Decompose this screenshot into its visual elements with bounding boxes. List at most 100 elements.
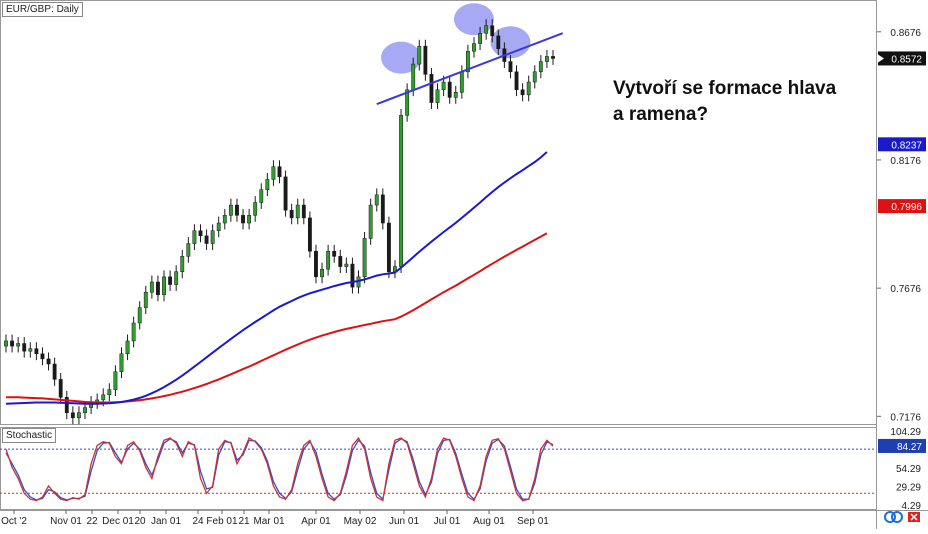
candle-body [307,217,312,252]
stochastic-value-badge-bg [878,438,926,453]
symbol-label: EUR/GBP: Daily [2,2,83,17]
candle-body [411,63,416,90]
candle-body [417,45,422,65]
stochastic-label: Stochastic [2,428,57,443]
stochastic-frame [0,427,877,510]
candle-body [453,92,458,98]
main-frame [0,0,877,425]
candle-body [180,256,185,272]
stochastic-d-line [5,438,554,501]
fast-ma-badge-bg [878,137,926,152]
neckline-trendline [376,32,564,106]
candle-body [40,353,45,360]
candle-body [332,250,337,257]
candle-body [162,276,166,296]
candle-body [28,348,33,352]
candle-body [301,204,306,219]
time-tick-label: Dec 01 [102,516,134,527]
candle-body [545,56,549,62]
candle-body [235,204,239,216]
candle-body [472,43,476,52]
candle-body [289,209,294,219]
time-tick-label: May 02 [344,516,377,527]
candle-body [119,353,124,372]
candle-body [222,215,227,224]
candle-body [362,238,367,278]
candle-body [113,371,118,390]
candle-body [423,45,428,75]
candle-body [405,89,410,116]
stochastic-panel: 104.29 54.29 29.29 4.29 84.27 [0,427,926,512]
candle-body [77,412,81,419]
slow-ma-badge-bg [878,199,926,214]
candle-body [101,394,106,401]
candle-body [259,189,264,203]
candle-body [538,61,543,73]
candle-body [520,89,525,96]
candle-body [386,222,391,272]
price-tick-label: 0.7676 [890,284,921,295]
candle-body [478,33,482,44]
candle-body [271,166,276,180]
time-tick-label: Mar 01 [253,516,285,527]
candle-body [156,281,160,296]
axes: 0.8676 0.8176 0.7676 0.7176 0.8572 0.8237 0.79… [1,28,926,527]
candle-body [168,276,173,285]
shoulder-head-highlights [381,3,531,74]
candle-body [149,281,154,293]
candle-body [52,363,57,380]
time-tick-label: Apr 01 [301,516,331,527]
candle-body [228,204,233,216]
candle-body [125,340,130,355]
candle-body [34,348,39,355]
stochastic-value-badge: 84.27 [897,442,922,453]
candle-body [484,25,489,34]
candle-body [10,340,14,347]
candle-body [210,230,215,244]
candle-body [46,358,51,365]
current-price-badge-bg [878,51,926,66]
candle-body [58,379,63,398]
brand-logo-icon [884,511,920,523]
candle-body [368,204,373,239]
time-tick-label: Feb 01 [206,516,238,527]
slow-ma-badge: 0.7996 [891,202,922,213]
stochastic-tick-label: 4.29 [902,501,922,512]
candle-body [247,215,252,224]
candle-body [320,268,324,278]
time-tick-label: Aug 01 [473,516,505,527]
time-tick-label: Oct '2 [1,516,27,527]
candle-body [526,81,531,96]
current-price-badge: 0.8572 [891,54,922,65]
candle-body [143,291,148,308]
candle-body [380,194,385,224]
candle-body [508,61,513,73]
candle-body [429,74,434,103]
candle-body [16,343,21,347]
price-tick-label: 0.8676 [890,28,921,39]
candle-body [295,204,300,219]
candle-body [344,263,349,267]
candle-body [265,179,270,190]
candle-body [532,71,537,83]
candle-body [174,271,179,285]
candle-body [514,71,519,90]
candle-body [131,322,136,342]
candle-body [4,340,8,347]
price-tick-label: 0.8176 [890,156,921,167]
time-tick-label: Sep 01 [517,516,549,527]
candle-body [374,194,379,206]
time-tick-label: 22 [86,516,98,527]
price-tick-label: 0.7176 [890,412,921,423]
candle-body [22,343,27,352]
time-tick-label: 20 [134,516,146,527]
candle-body [70,412,75,419]
candle-body [192,230,197,244]
neckline [376,32,564,106]
time-tick-label: Jul 01 [434,516,461,527]
candle-body [137,307,142,324]
candle-body [314,250,318,278]
candle-body [64,397,69,413]
